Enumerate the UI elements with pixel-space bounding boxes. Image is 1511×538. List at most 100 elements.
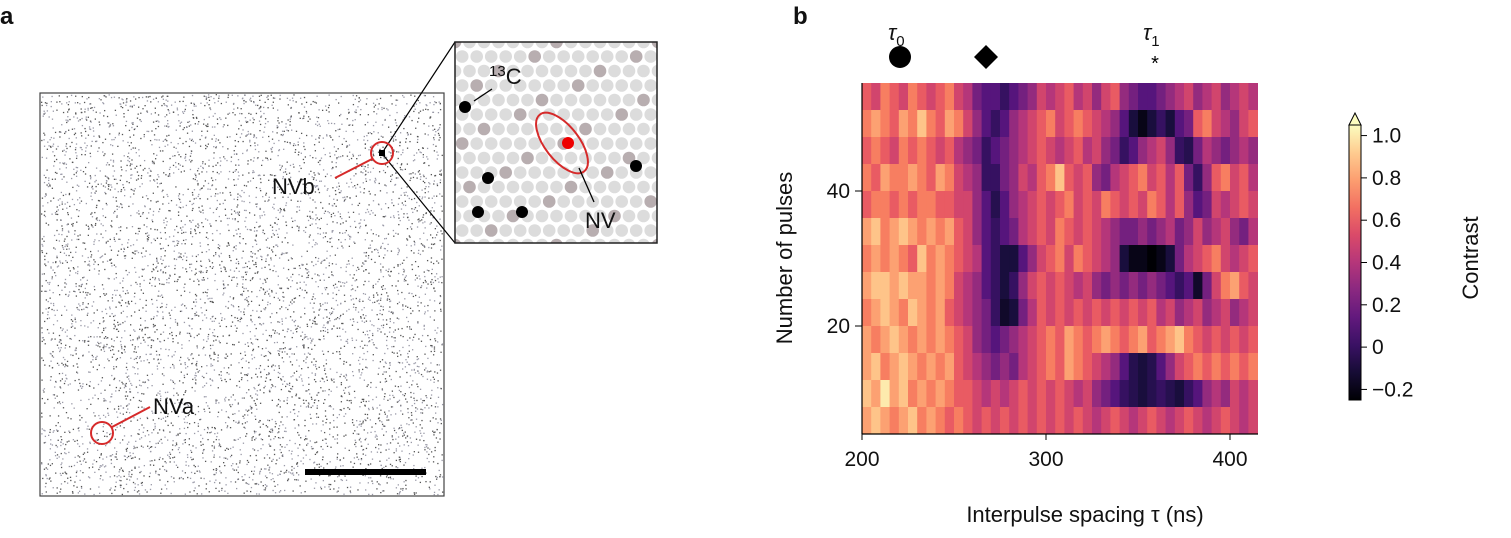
heatmap-cell — [1064, 137, 1074, 165]
heatmap-cell — [944, 110, 955, 138]
lattice-atom — [542, 195, 556, 208]
heatmap-cell — [1138, 380, 1148, 408]
heatmap-cell — [1165, 191, 1176, 219]
heatmap-cell — [1110, 326, 1120, 354]
heatmap-cell — [898, 380, 909, 408]
heatmap-cell — [1046, 164, 1056, 192]
heatmap-cell — [1009, 353, 1019, 381]
heatmap-cell — [1165, 299, 1176, 327]
lattice-atom — [659, 108, 672, 121]
heatmap-cell — [1092, 245, 1102, 273]
heatmap-cell — [1174, 326, 1185, 354]
heatmap-cell — [1230, 164, 1240, 192]
heatmap-cell — [880, 326, 890, 354]
heatmap-cell — [1174, 353, 1185, 381]
colorbar-tick: 0.6 — [1361, 209, 1401, 232]
lattice-atom — [615, 108, 628, 121]
heatmap-cell — [926, 164, 936, 192]
lattice-atom — [499, 224, 512, 237]
heatmap-cell — [1036, 245, 1047, 273]
heatmap-cell — [1193, 83, 1203, 111]
heatmap-cell — [1092, 191, 1102, 219]
heatmap-cell — [1082, 299, 1093, 327]
lattice-atom — [455, 50, 469, 63]
heatmap-cell — [1211, 272, 1222, 300]
heatmap-cell — [862, 380, 872, 408]
heatmap-cell — [1128, 380, 1139, 408]
c13-label: 13C — [489, 63, 522, 89]
heatmap-cell — [954, 326, 964, 354]
x-axis-label: Interpulse spacing τ (ns) — [966, 502, 1203, 527]
lattice-atom — [608, 151, 621, 165]
heatmap-cell — [926, 110, 936, 138]
heatmap-cell — [1101, 245, 1111, 273]
heatmap-cell — [1165, 353, 1176, 381]
heatmap-cell — [1101, 83, 1111, 111]
lattice-atom — [477, 122, 491, 136]
heatmap-cell — [981, 272, 992, 300]
heatmap-cell — [1239, 83, 1249, 111]
heatmap-cell — [954, 380, 964, 408]
heatmap-cell — [981, 245, 992, 273]
heatmap-cell — [1230, 110, 1240, 138]
lattice-atom — [455, 238, 461, 243]
carbon-lattice — [455, 42, 672, 243]
heatmap-cell — [1193, 164, 1203, 192]
heatmap-cell — [1220, 164, 1231, 192]
lattice-atom — [506, 64, 520, 78]
heatmap-cell — [1230, 272, 1240, 300]
lattice-atom — [513, 166, 527, 179]
heatmap-cell — [944, 218, 955, 246]
heatmap-cell — [1138, 137, 1148, 165]
heatmap-cell — [1220, 137, 1231, 165]
heatmap-cell — [1239, 137, 1249, 165]
heatmap-cell — [1009, 380, 1019, 408]
lattice-atom — [644, 195, 657, 208]
lattice-atom — [499, 166, 512, 179]
heatmap-cell — [1230, 191, 1240, 219]
lattice-atom — [455, 42, 462, 49]
lattice-atom — [513, 50, 527, 63]
lattice-atom — [535, 93, 549, 107]
heatmap-cell — [1147, 380, 1157, 408]
heatmap-cell — [1101, 110, 1111, 138]
heatmap-cell — [898, 326, 909, 354]
heatmap-cell — [1174, 191, 1185, 219]
heatmap-cell — [1000, 326, 1010, 354]
heatmap-cell — [990, 218, 1001, 246]
heatmap-cell — [1184, 326, 1194, 354]
heatmap-cell — [935, 380, 946, 408]
heatmap-cell — [1055, 380, 1065, 408]
heatmap-cell — [1036, 326, 1047, 354]
heatmap-cell — [1119, 164, 1130, 192]
heatmap-cell — [898, 137, 909, 165]
nva-circle — [90, 421, 114, 445]
heatmap-cell — [1239, 218, 1249, 246]
heatmap-cell — [1156, 164, 1166, 192]
heatmap-cell — [871, 380, 881, 408]
heatmap-cell — [1110, 380, 1120, 408]
lattice-atom — [652, 238, 657, 243]
heatmap-cell — [862, 191, 872, 219]
lattice-atom — [463, 122, 476, 136]
lattice-atom — [492, 122, 505, 136]
heatmap-cell — [944, 299, 955, 327]
heatmap-cell — [1092, 326, 1102, 354]
colorbar-label: Contrast — [1458, 216, 1483, 299]
heatmap-cell — [1064, 272, 1074, 300]
heatmap-cell — [1064, 326, 1074, 354]
heatmap-cell — [871, 137, 881, 165]
heatmap-cell — [1064, 407, 1074, 435]
heatmap-cell — [898, 353, 909, 381]
lattice-atom — [484, 137, 498, 150]
lattice-atom — [492, 151, 505, 165]
lattice-atom — [513, 195, 527, 208]
heatmap-cell — [1128, 83, 1139, 111]
heatmap-cell — [917, 245, 927, 273]
heatmap-cell — [1230, 407, 1240, 435]
heatmap-cell — [1082, 353, 1093, 381]
heatmap-cell — [1193, 218, 1203, 246]
colorbar-tick: 0.4 — [1361, 252, 1402, 275]
heatmap-cell — [1239, 164, 1249, 192]
heatmap-cell — [908, 272, 918, 300]
